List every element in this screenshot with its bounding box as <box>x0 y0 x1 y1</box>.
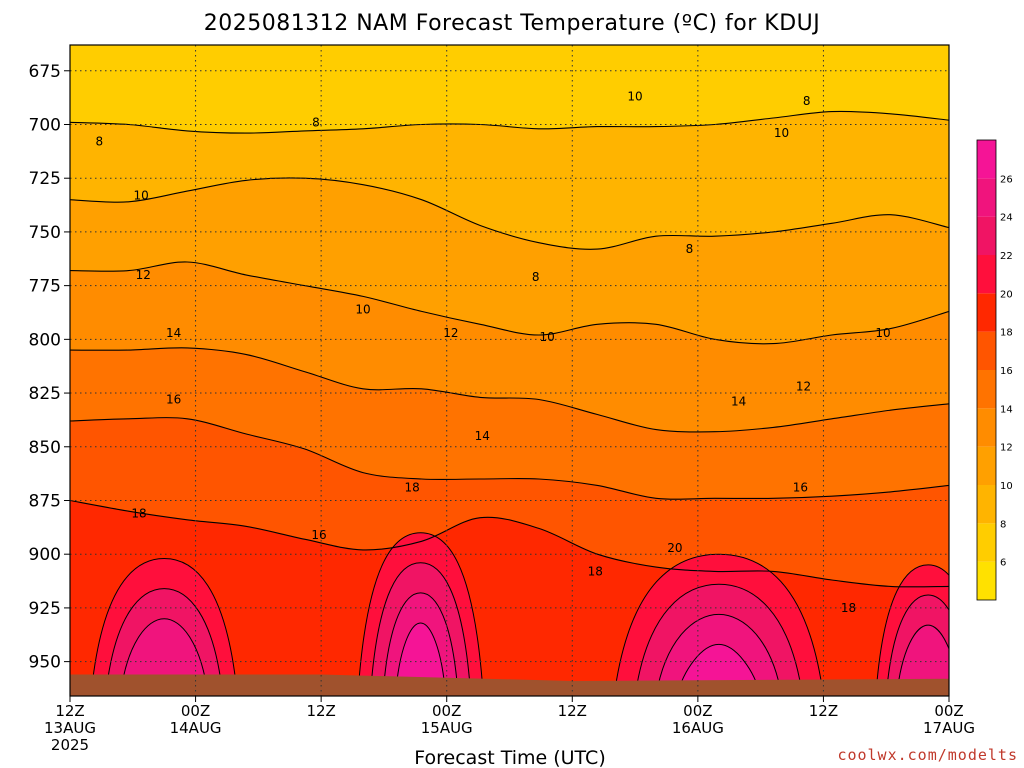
contour-label: 12 <box>136 268 151 282</box>
x-tick-date: 13AUG <box>44 719 96 737</box>
contour-label: 8 <box>686 242 694 256</box>
isotherm-16-line <box>70 417 949 500</box>
y-tick-label: 875 <box>29 491 61 511</box>
credit-text: coolwx.com/modelts <box>837 746 1018 764</box>
contour-label: 10 <box>627 90 642 104</box>
x-tick-date: 16AUG <box>672 719 724 737</box>
colorbar-tick-label: 18 <box>1000 328 1013 339</box>
contour-label: 14 <box>166 326 181 340</box>
contour-label: 20 <box>667 541 682 555</box>
colorbar-tick-label: 14 <box>1000 404 1013 415</box>
x-tick-time: 12Z <box>809 702 838 720</box>
y-tick-label: 700 <box>29 115 61 135</box>
colorbar-band <box>977 331 996 370</box>
y-tick-label: 800 <box>29 330 61 350</box>
colorbar-frame <box>976 139 997 601</box>
contour-label: 18 <box>841 601 856 615</box>
contour-label: 18 <box>588 564 603 578</box>
contour-label: 16 <box>166 393 181 407</box>
contour-label: 14 <box>731 395 746 409</box>
x-tick-date: 17AUG <box>923 719 975 737</box>
colorbar-band <box>977 408 996 447</box>
colorbar-band <box>977 446 996 485</box>
colorbar-tick-label: 20 <box>1000 289 1013 300</box>
contour-label: 14 <box>475 429 490 443</box>
contour-label: 8 <box>312 115 320 129</box>
colorbar-tick-label: 26 <box>1000 174 1013 185</box>
colorbar: 6 8 10 12 14 16 18 20 22 24 26 <box>976 139 1013 601</box>
y-tick-label: 675 <box>29 62 61 82</box>
x-tick-time: 12Z <box>558 702 587 720</box>
y-tick-label: 825 <box>29 384 61 404</box>
isotherm-10-line <box>70 177 949 250</box>
contour-label: 10 <box>875 326 890 340</box>
colorbar-band <box>977 140 996 179</box>
colorbar-tick-label: 8 <box>1000 519 1006 530</box>
x-tick-time: 00Z <box>181 702 210 720</box>
y-tick-label: 750 <box>29 223 61 243</box>
y-axis: 675 700 725 750 775 800 825 850 875 900 925 950 <box>29 62 70 673</box>
contour-label: 10 <box>355 302 370 316</box>
contour-label: 8 <box>803 94 811 108</box>
warm-lobe-3-24 <box>896 624 949 696</box>
x-tick-year: 2025 <box>51 736 89 754</box>
colorbar-band <box>977 255 996 294</box>
contour-label: 12 <box>796 380 811 394</box>
contour-label: 16 <box>793 481 808 495</box>
colorbar-tick-label: 6 <box>1000 558 1006 569</box>
y-tick-label: 850 <box>29 438 61 458</box>
isotherm-8-line <box>70 110 949 134</box>
contour-label: 18 <box>131 506 146 520</box>
y-tick-label: 925 <box>29 599 61 619</box>
y-tick-label: 775 <box>29 277 61 297</box>
contour-label: 10 <box>134 188 149 202</box>
isotherm-18-line <box>70 499 949 588</box>
contour-labels: 8 8 8 8 8 10 10 10 10 10 10 12 12 12 14 14 14 16 16 16 18 18 1… <box>95 90 890 615</box>
x-tick-time: 00Z <box>432 702 461 720</box>
contour-label: 8 <box>95 135 103 149</box>
ground-terrain <box>70 674 949 696</box>
x-tick-time: 12Z <box>306 702 335 720</box>
x-axis-label: Forecast Time (UTC) <box>414 747 605 768</box>
colorbar-tick-label: 24 <box>1000 213 1013 224</box>
colorbar-tick-label: 16 <box>1000 366 1013 377</box>
chart-title: 2025081312 NAM Forecast Temperature (ºC)… <box>204 11 820 36</box>
x-tick-date: 15AUG <box>421 719 473 737</box>
isotherm-14-line <box>70 347 949 433</box>
contour-label: 12 <box>443 326 458 340</box>
colorbar-band <box>977 370 996 409</box>
colorbar-band <box>977 523 996 562</box>
contour-label: 10 <box>774 126 789 140</box>
contour-label: 8 <box>532 270 540 284</box>
colorbar-band <box>977 216 996 255</box>
colorbar-band <box>977 561 996 600</box>
plot-frame <box>69 44 950 697</box>
colorbar-tick-label: 12 <box>1000 443 1013 454</box>
y-tick-label: 950 <box>29 653 61 673</box>
plot-area <box>70 45 949 696</box>
colorbar-tick-label: 10 <box>1000 481 1013 492</box>
colorbar-tick-label: 22 <box>1000 251 1013 262</box>
x-tick-time: 00Z <box>683 702 712 720</box>
colorbar-band <box>977 485 996 524</box>
x-tick-date: 14AUG <box>170 719 222 737</box>
isotherm-12-line <box>70 261 949 345</box>
contour-label: 16 <box>311 528 326 542</box>
y-tick-label: 725 <box>29 169 61 189</box>
y-tick-label: 900 <box>29 545 61 565</box>
colorbar-band <box>977 178 996 217</box>
colorbar-band <box>977 293 996 332</box>
x-tick-time: 12Z <box>55 702 84 720</box>
contour-label: 10 <box>540 330 555 344</box>
contour-label: 18 <box>405 481 420 495</box>
x-tick-time: 00Z <box>934 702 963 720</box>
